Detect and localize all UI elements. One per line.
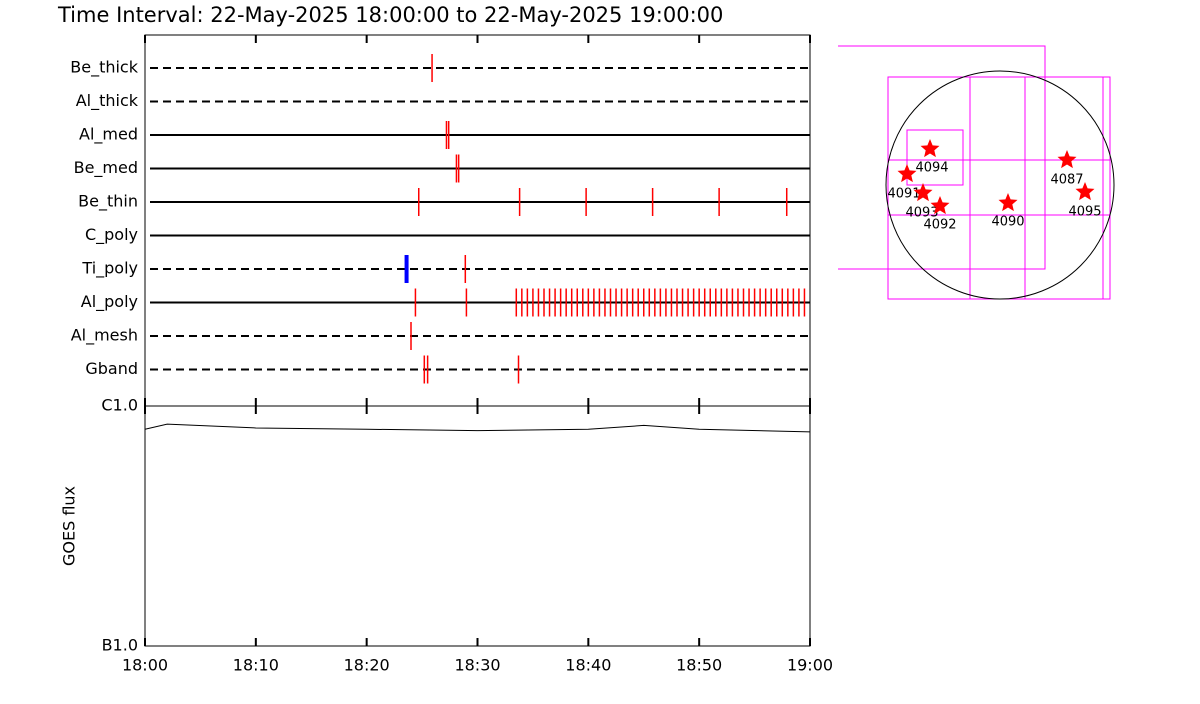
x-tick-label: 18:30 <box>454 656 500 675</box>
region-star <box>930 196 950 215</box>
chart-title: Time Interval: 22-May-2025 18:00:00 to 2… <box>57 3 723 27</box>
x-tick-label: 18:10 <box>233 656 279 675</box>
region-label: 4087 <box>1050 173 1083 188</box>
row-label: Al_mesh <box>71 326 138 346</box>
goes-curve <box>144 423 811 433</box>
region-star <box>913 183 933 202</box>
fov-outline <box>838 45 1046 270</box>
region-label: 4094 <box>915 161 948 176</box>
x-tick-label: 18:50 <box>676 656 722 675</box>
map-box <box>906 129 964 186</box>
x-tick-label: 18:20 <box>344 656 390 675</box>
region-label: 4095 <box>1068 205 1101 220</box>
row-label: Be_thin <box>78 192 138 212</box>
row-label: Al_poly <box>81 292 138 312</box>
row-label: Be_thick <box>70 58 138 78</box>
region-label: 4091 <box>887 187 920 202</box>
x-tick-label: 19:00 <box>787 656 833 675</box>
goes-frame <box>144 405 811 647</box>
region-label: 4093 <box>905 206 938 221</box>
region-star <box>920 139 940 158</box>
region-star <box>1075 182 1095 201</box>
x-tick-label: 18:40 <box>565 656 611 675</box>
row-label: Al_thick <box>76 91 139 111</box>
y-tick-label: B1.0 <box>102 636 138 655</box>
row-label: C_poly <box>85 225 138 245</box>
solar-disk <box>885 70 1115 300</box>
y-tick-label: C1.0 <box>101 396 138 415</box>
row-label: Ti_poly <box>81 259 138 279</box>
region-star <box>897 164 917 183</box>
row-label: Gband <box>85 359 138 378</box>
y-axis-label: GOES flux <box>60 486 79 566</box>
region-star <box>1057 150 1077 169</box>
sun-map <box>838 45 1115 300</box>
row-label: Be_med <box>74 158 138 178</box>
row-label: Al_med <box>79 125 138 145</box>
region-label: 4090 <box>991 215 1024 230</box>
region-star <box>998 193 1018 212</box>
x-tick-label: 18:00 <box>122 656 168 675</box>
timeline-frame <box>144 34 811 407</box>
region-label: 4092 <box>923 218 956 233</box>
